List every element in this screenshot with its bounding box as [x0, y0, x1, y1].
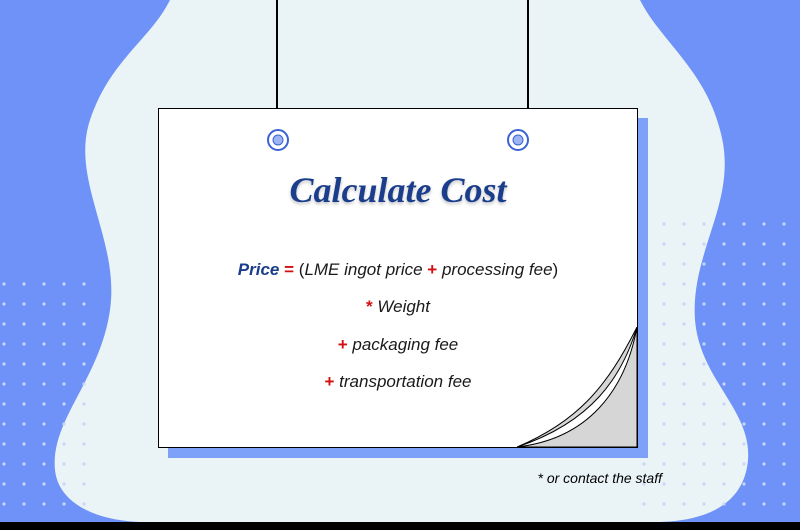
note-card: Calculate Cost Price = (LME ingot price …: [158, 108, 638, 448]
card-title: Calculate Cost: [159, 169, 637, 211]
term-transport: transportation fee: [339, 372, 471, 391]
term-lme: LME ingot price: [304, 260, 422, 279]
term-weight: Weight: [377, 297, 430, 316]
page-curl-icon: [517, 327, 637, 447]
formula-line-1: Price = (LME ingot price + processing fe…: [159, 251, 637, 288]
term-packaging: packaging fee: [352, 335, 458, 354]
term-processing: processing fee: [442, 260, 553, 279]
formula-line-2: * Weight: [159, 288, 637, 325]
footnote: * or contact the staff: [537, 470, 662, 486]
plus-op: +: [338, 335, 348, 354]
plus-op: +: [325, 372, 335, 391]
eyelet-icon: [267, 129, 289, 151]
eyelet-icon: [507, 129, 529, 151]
plus-op: +: [427, 260, 437, 279]
paren-close: ): [553, 260, 559, 279]
times-op: *: [366, 297, 373, 316]
price-label: Price: [238, 260, 280, 279]
equals-op: =: [284, 260, 294, 279]
bottom-bar: [0, 522, 800, 530]
